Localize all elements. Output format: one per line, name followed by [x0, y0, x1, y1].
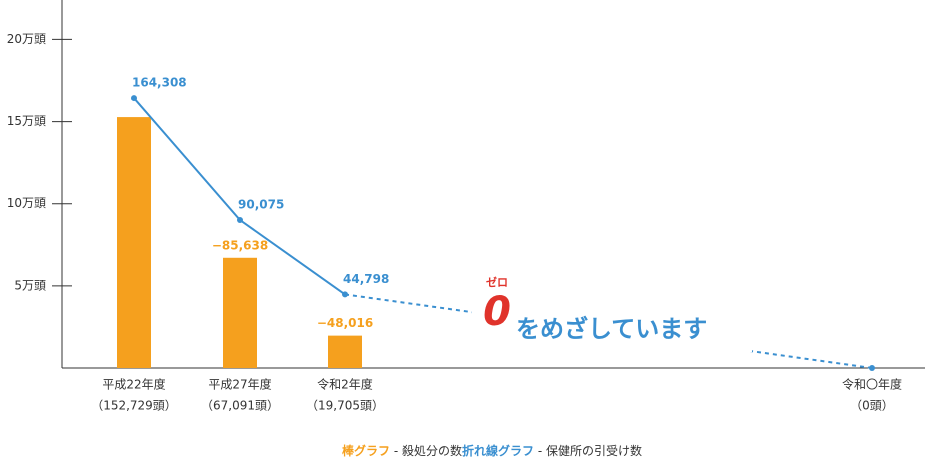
bar — [328, 335, 362, 368]
difference-label: −85,638 — [212, 238, 268, 252]
x-tick-label: 令和2年度 — [317, 377, 373, 392]
bar — [223, 257, 257, 368]
point-label: 44,798 — [343, 272, 389, 286]
y-tick-label: 10万頭 — [7, 196, 46, 210]
point — [237, 217, 243, 224]
annotation-emphasis: 0 — [483, 289, 511, 335]
legend-separator: - — [534, 444, 546, 458]
annotation-bg — [472, 300, 752, 352]
legend: 棒グラフ - 殺処分の数折れ線グラフ - 保健所の引受け数 — [342, 443, 642, 458]
point — [131, 95, 137, 102]
bar-value-label: （0頭） — [850, 399, 894, 413]
legend-key: 折れ線グラフ — [462, 443, 534, 458]
bar-value-label: （152,729頭） — [91, 399, 177, 413]
x-tick-label: 令和〇年度 — [842, 377, 902, 392]
legend-label: 殺処分の数 — [402, 443, 462, 458]
x-tick-label: 平成22年度 — [102, 377, 165, 392]
y-tick-label: 5万頭 — [14, 278, 46, 292]
point — [342, 291, 348, 298]
bar-value-label: （19,705頭） — [306, 399, 384, 413]
annotation-text: をめざしています — [516, 315, 707, 343]
legend-separator: - — [390, 444, 402, 458]
legend-label: 保健所の引受け数 — [546, 443, 642, 458]
legend-key: 棒グラフ — [342, 443, 390, 458]
annotation-ruby: ゼロ — [486, 275, 508, 289]
point-label: 90,075 — [238, 198, 284, 212]
y-tick-label: 15万頭 — [7, 114, 46, 128]
point — [869, 365, 875, 371]
x-tick-label: 平成27年度 — [208, 377, 271, 392]
difference-label: −48,016 — [317, 316, 373, 330]
point-label: 164,308 — [132, 76, 187, 90]
y-tick-label: 20万頭 — [7, 32, 46, 46]
bar-value-label: （67,091頭） — [201, 399, 279, 413]
bar — [117, 117, 151, 368]
